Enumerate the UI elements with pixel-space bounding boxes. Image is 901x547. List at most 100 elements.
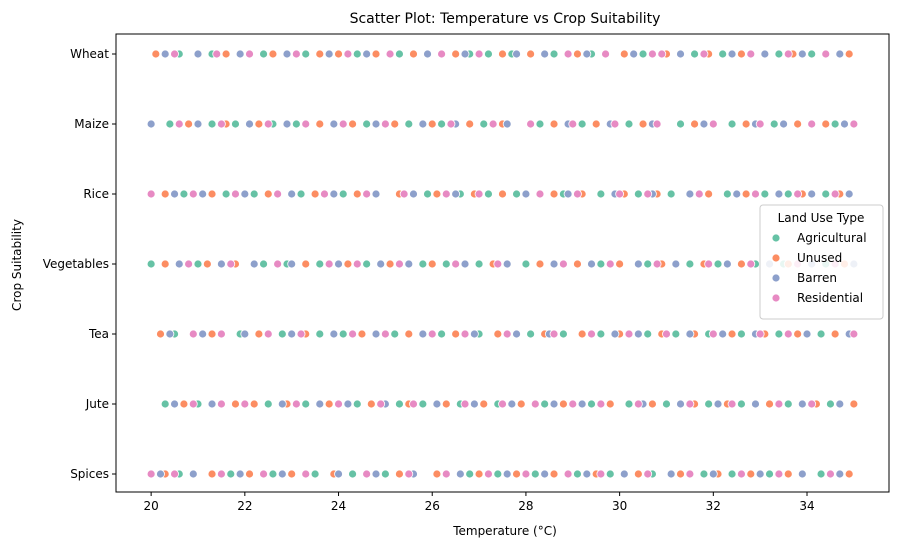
point-agricultural	[737, 329, 746, 339]
point-unused	[390, 119, 400, 129]
point-unused	[348, 119, 357, 129]
point-residential	[488, 119, 498, 129]
point-barren	[727, 49, 737, 59]
point-residential	[685, 399, 695, 409]
point-unused	[451, 329, 461, 339]
point-unused	[737, 259, 746, 269]
point-agricultural	[526, 329, 536, 339]
point-residential	[596, 399, 606, 409]
point-agricultural	[559, 329, 568, 339]
point-residential	[708, 329, 718, 339]
point-agricultural	[221, 189, 231, 199]
point-barren	[577, 399, 587, 409]
point-agricultural	[624, 119, 634, 129]
point-residential	[535, 189, 545, 199]
point-agricultural	[146, 259, 156, 269]
point-agricultural	[596, 329, 606, 339]
point-unused	[746, 469, 756, 479]
point-unused	[793, 119, 803, 129]
point-residential	[263, 329, 273, 339]
point-barren	[418, 329, 428, 339]
point-residential	[146, 189, 156, 199]
point-residential	[231, 189, 240, 199]
point-unused	[704, 189, 714, 199]
point-agricultural	[643, 329, 653, 339]
point-residential	[563, 49, 573, 59]
point-barren	[277, 469, 287, 479]
point-barren	[193, 49, 203, 59]
point-agricultural	[783, 399, 793, 409]
point-agricultural	[310, 469, 320, 479]
point-unused	[432, 469, 442, 479]
point-barren	[629, 49, 639, 59]
point-unused	[465, 119, 475, 129]
point-agricultural	[352, 49, 362, 59]
point-agricultural	[690, 49, 699, 59]
legend-marker-agricultural	[771, 233, 781, 243]
point-unused	[633, 469, 643, 479]
point-residential	[226, 259, 236, 269]
legend-marker-residential	[771, 293, 781, 303]
point-barren	[760, 49, 770, 59]
point-unused	[221, 49, 231, 59]
point-residential	[460, 329, 470, 339]
point-unused	[404, 329, 414, 339]
point-residential	[596, 469, 606, 479]
point-unused	[409, 49, 418, 59]
point-unused	[156, 329, 165, 339]
point-unused	[549, 119, 559, 129]
point-unused	[202, 259, 212, 269]
point-agricultural	[807, 49, 817, 59]
point-barren	[324, 49, 334, 59]
point-agricultural	[465, 469, 475, 479]
point-agricultural	[263, 399, 273, 409]
x-tick-label: 32	[706, 499, 721, 513]
point-unused	[526, 49, 536, 59]
point-agricultural	[315, 259, 325, 269]
point-barren	[371, 119, 381, 129]
point-residential	[685, 469, 695, 479]
point-residential	[437, 49, 446, 59]
point-barren	[329, 119, 339, 129]
point-residential	[708, 119, 718, 129]
point-agricultural	[404, 119, 414, 129]
point-residential	[427, 329, 437, 339]
point-agricultural	[624, 399, 634, 409]
point-unused	[591, 119, 601, 129]
point-unused	[432, 189, 442, 199]
point-barren	[455, 469, 465, 479]
point-agricultural	[633, 189, 643, 199]
point-residential	[648, 49, 657, 59]
point-agricultural	[713, 259, 723, 269]
point-agricultural	[830, 119, 840, 129]
point-barren	[633, 329, 643, 339]
point-residential	[273, 189, 283, 199]
point-unused	[479, 399, 489, 409]
point-barren	[160, 49, 170, 59]
point-agricultural	[348, 469, 357, 479]
point-barren	[245, 119, 254, 129]
point-barren	[207, 399, 217, 409]
point-unused	[793, 329, 803, 339]
point-unused	[498, 189, 507, 199]
point-barren	[797, 49, 807, 59]
point-agricultural	[160, 399, 170, 409]
point-barren	[240, 189, 250, 199]
point-agricultural	[395, 49, 404, 59]
point-unused	[690, 119, 699, 129]
point-residential	[737, 469, 746, 479]
point-barren	[521, 189, 531, 199]
point-residential	[212, 49, 222, 59]
point-barren	[751, 399, 760, 409]
point-agricultural	[521, 259, 531, 269]
point-residential	[273, 259, 283, 269]
point-residential	[549, 329, 559, 339]
point-barren	[376, 259, 386, 269]
point-residential	[217, 119, 226, 129]
point-agricultural	[760, 189, 770, 199]
point-barren	[835, 469, 845, 479]
point-agricultural	[493, 469, 503, 479]
x-axis: 20 22 24 26 28 30 32 34	[143, 492, 815, 513]
point-unused	[287, 469, 297, 479]
